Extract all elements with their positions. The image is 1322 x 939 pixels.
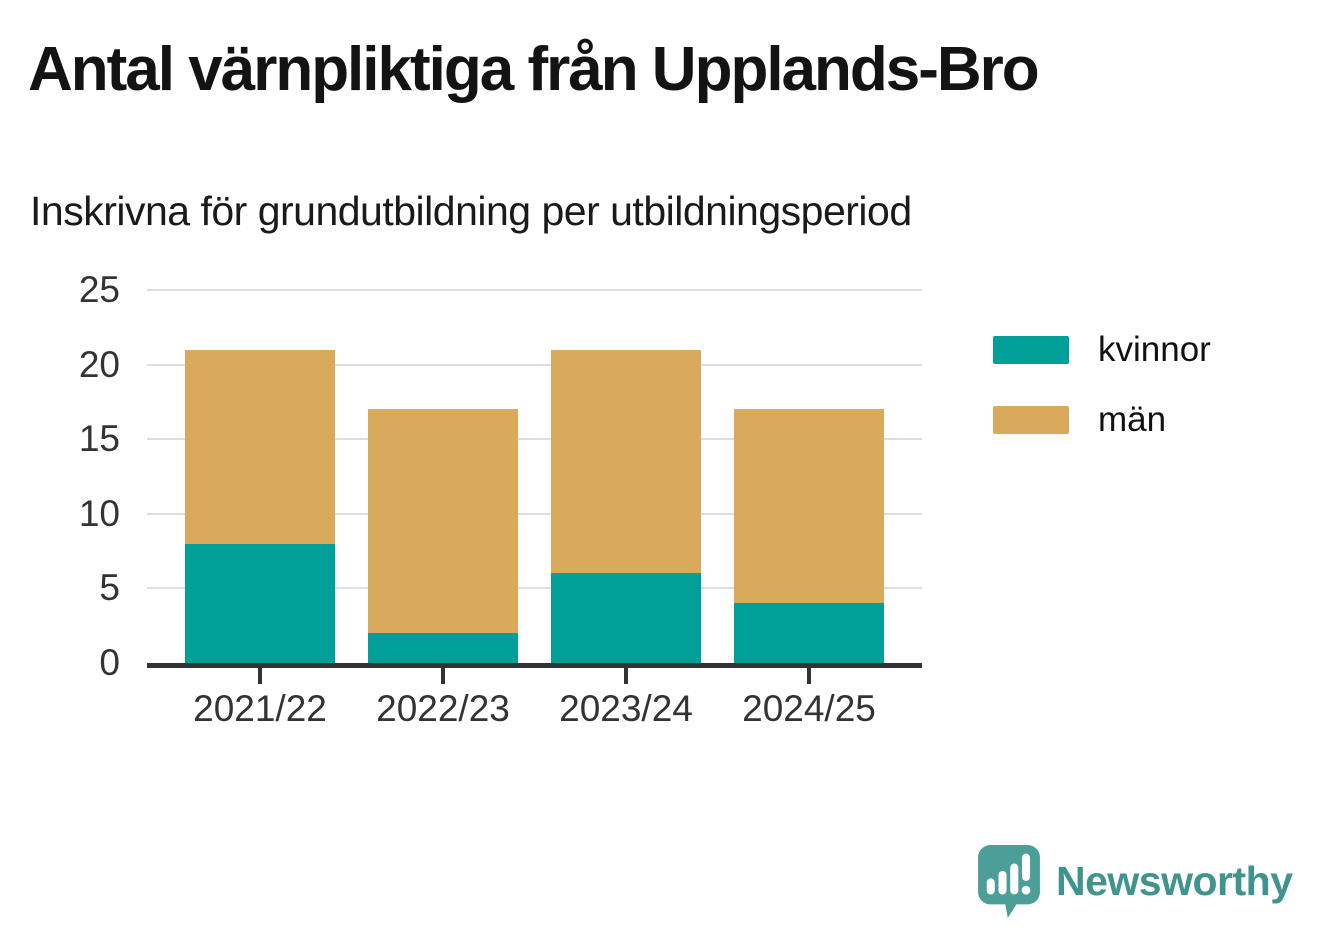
legend-swatch-män — [993, 406, 1069, 434]
x-axis-tick — [258, 668, 262, 684]
legend-label-män: män — [1098, 400, 1167, 439]
bar-segment-kvinnor-2021/22 — [185, 543, 335, 663]
x-axis-category-label: 2023/24 — [559, 688, 693, 729]
legend-item-män: män — [993, 400, 1211, 440]
bar-stack-2021/22 — [185, 349, 335, 663]
gridline-10 — [147, 512, 922, 515]
newsworthy-logo-text: Newsworthy — [1056, 858, 1293, 904]
y-axis-tick-label: 10 — [78, 492, 120, 534]
y-axis-tick-label: 15 — [78, 418, 120, 460]
bar-segment-män-2021/22 — [185, 349, 335, 544]
x-axis-category-label: 2021/22 — [193, 688, 327, 729]
y-axis-tick-label: 25 — [78, 269, 120, 310]
chart-title: Antal värnpliktiga från Upplands-Bro — [28, 35, 1040, 104]
legend-item-kvinnor: kvinnor — [993, 330, 1211, 370]
bar-segment-män-2022/23 — [368, 409, 518, 634]
gridline-15 — [147, 438, 922, 441]
bar-segment-kvinnor-2024/25 — [734, 603, 884, 663]
x-axis-category-label: 2022/23 — [376, 688, 510, 729]
newsworthy-logo-icon — [978, 845, 1040, 918]
y-axis-tick-label: 0 — [99, 642, 120, 683]
bar-segment-män-2023/24 — [551, 349, 701, 574]
y-axis-tick-label: 5 — [99, 567, 120, 609]
legend-label-kvinnor: kvinnor — [1098, 330, 1211, 369]
bar-segment-män-2024/25 — [734, 409, 884, 604]
gridline-20 — [147, 363, 922, 366]
bar-stack-2022/23 — [368, 409, 518, 663]
bar-stack-2023/24 — [551, 349, 701, 663]
legend: kvinnor män — [993, 330, 1211, 440]
x-axis-category-label: 2024/25 — [742, 688, 876, 729]
y-axis-tick-label: 20 — [78, 343, 120, 385]
chart-subtitle: Inskrivna för grundutbildning per utbild… — [30, 188, 912, 234]
x-axis-line — [147, 663, 922, 668]
gridline-5 — [147, 587, 922, 590]
bar-segment-kvinnor-2022/23 — [368, 633, 518, 663]
x-axis-tick — [807, 668, 811, 684]
gridline-25 — [147, 289, 922, 291]
x-axis-tick — [624, 668, 628, 684]
bar-segment-kvinnor-2023/24 — [551, 573, 701, 663]
branding: Newsworthy — [978, 845, 1293, 918]
x-axis-tick — [441, 668, 445, 684]
legend-swatch-kvinnor — [993, 336, 1069, 364]
bar-stack-2024/25 — [734, 409, 884, 663]
plot-area — [147, 289, 922, 663]
